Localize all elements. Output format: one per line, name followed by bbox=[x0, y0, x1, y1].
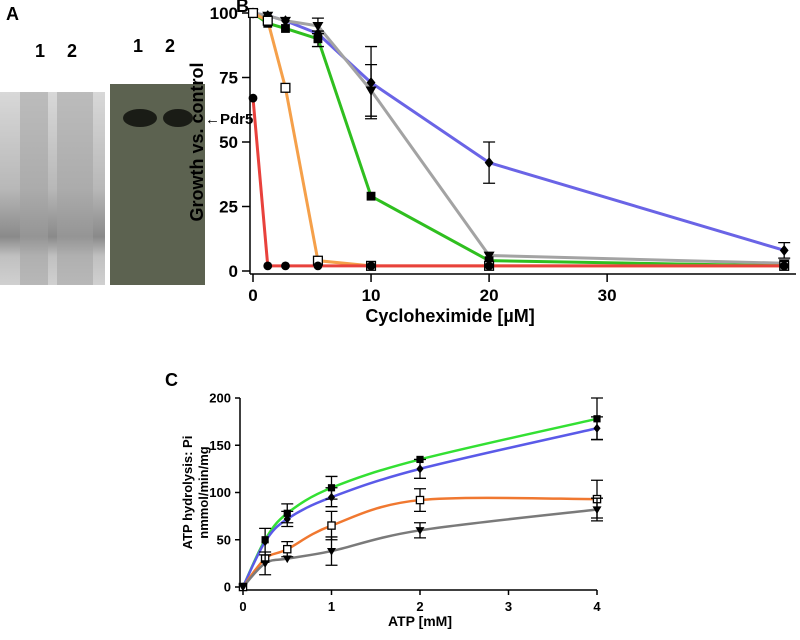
point bbox=[313, 34, 323, 44]
blot-band bbox=[163, 109, 193, 127]
point bbox=[365, 86, 377, 96]
point bbox=[282, 555, 292, 564]
point bbox=[484, 157, 494, 169]
y-tick-label: 0 bbox=[229, 262, 238, 281]
point bbox=[313, 261, 323, 271]
point bbox=[281, 261, 290, 271]
y-tick-label: 50 bbox=[219, 133, 238, 152]
point bbox=[327, 492, 336, 502]
point bbox=[247, 7, 259, 19]
point bbox=[262, 15, 273, 26]
y-tick-label: 150 bbox=[209, 438, 231, 453]
point bbox=[282, 544, 292, 554]
blot-band bbox=[123, 109, 157, 127]
series-line bbox=[242, 508, 598, 588]
point bbox=[484, 256, 494, 266]
gel-lane bbox=[57, 92, 93, 285]
point bbox=[415, 527, 425, 535]
point bbox=[261, 537, 269, 547]
point bbox=[281, 24, 290, 33]
point bbox=[327, 547, 336, 556]
x-tick-label: 4 bbox=[593, 599, 601, 614]
point bbox=[779, 244, 789, 256]
y-tick-label: 0 bbox=[224, 580, 231, 595]
point bbox=[260, 560, 270, 568]
y-tick-label: 50 bbox=[217, 532, 231, 547]
y-axis-label: nmmol/min/mg bbox=[196, 446, 211, 539]
y-tick-label: 100 bbox=[210, 4, 238, 23]
lane-label: 1 bbox=[35, 41, 45, 61]
y-axis-label: Growth vs. control bbox=[187, 62, 207, 221]
series-line bbox=[252, 11, 785, 252]
panel-label: C bbox=[165, 370, 178, 390]
gel-lane bbox=[20, 92, 48, 285]
y-axis-label: ATP hydrolysis: Pi bbox=[180, 436, 195, 550]
y-tick-label: 100 bbox=[209, 485, 231, 500]
lane-label: 2 bbox=[165, 36, 175, 56]
point bbox=[415, 495, 425, 505]
panel-label: B bbox=[236, 0, 249, 16]
x-axis-label: ATP [mM] bbox=[388, 613, 452, 629]
panel-label: A bbox=[6, 4, 19, 24]
point bbox=[248, 93, 258, 103]
point bbox=[312, 22, 324, 32]
point bbox=[484, 261, 494, 271]
x-tick-label: 0 bbox=[248, 286, 257, 305]
point bbox=[283, 514, 291, 524]
band-label: ←Pdr5 bbox=[205, 111, 253, 128]
point bbox=[263, 261, 273, 271]
point bbox=[416, 464, 424, 474]
point bbox=[592, 506, 602, 515]
x-tick-label: 2 bbox=[416, 599, 423, 614]
x-axis-label: Cycloheximide [µM] bbox=[365, 306, 534, 326]
y-tick-label: 25 bbox=[219, 197, 238, 216]
y-tick-label: 200 bbox=[209, 391, 231, 406]
lane-label: 1 bbox=[133, 36, 143, 56]
x-tick-label: 0 bbox=[239, 599, 246, 614]
x-tick-label: 1 bbox=[328, 599, 335, 614]
point bbox=[238, 583, 248, 592]
x-tick-label: 10 bbox=[362, 286, 381, 305]
point bbox=[279, 16, 291, 27]
point bbox=[366, 191, 376, 201]
lane-label: 2 bbox=[67, 41, 77, 61]
x-tick-label: 30 bbox=[598, 286, 617, 305]
point bbox=[593, 423, 601, 433]
series-line bbox=[251, 98, 785, 268]
x-tick-label: 20 bbox=[480, 286, 499, 305]
point bbox=[280, 82, 291, 93]
y-tick-label: 75 bbox=[219, 68, 238, 87]
point bbox=[779, 261, 789, 271]
point bbox=[366, 261, 376, 271]
x-tick-label: 3 bbox=[505, 599, 512, 614]
point bbox=[327, 521, 336, 530]
